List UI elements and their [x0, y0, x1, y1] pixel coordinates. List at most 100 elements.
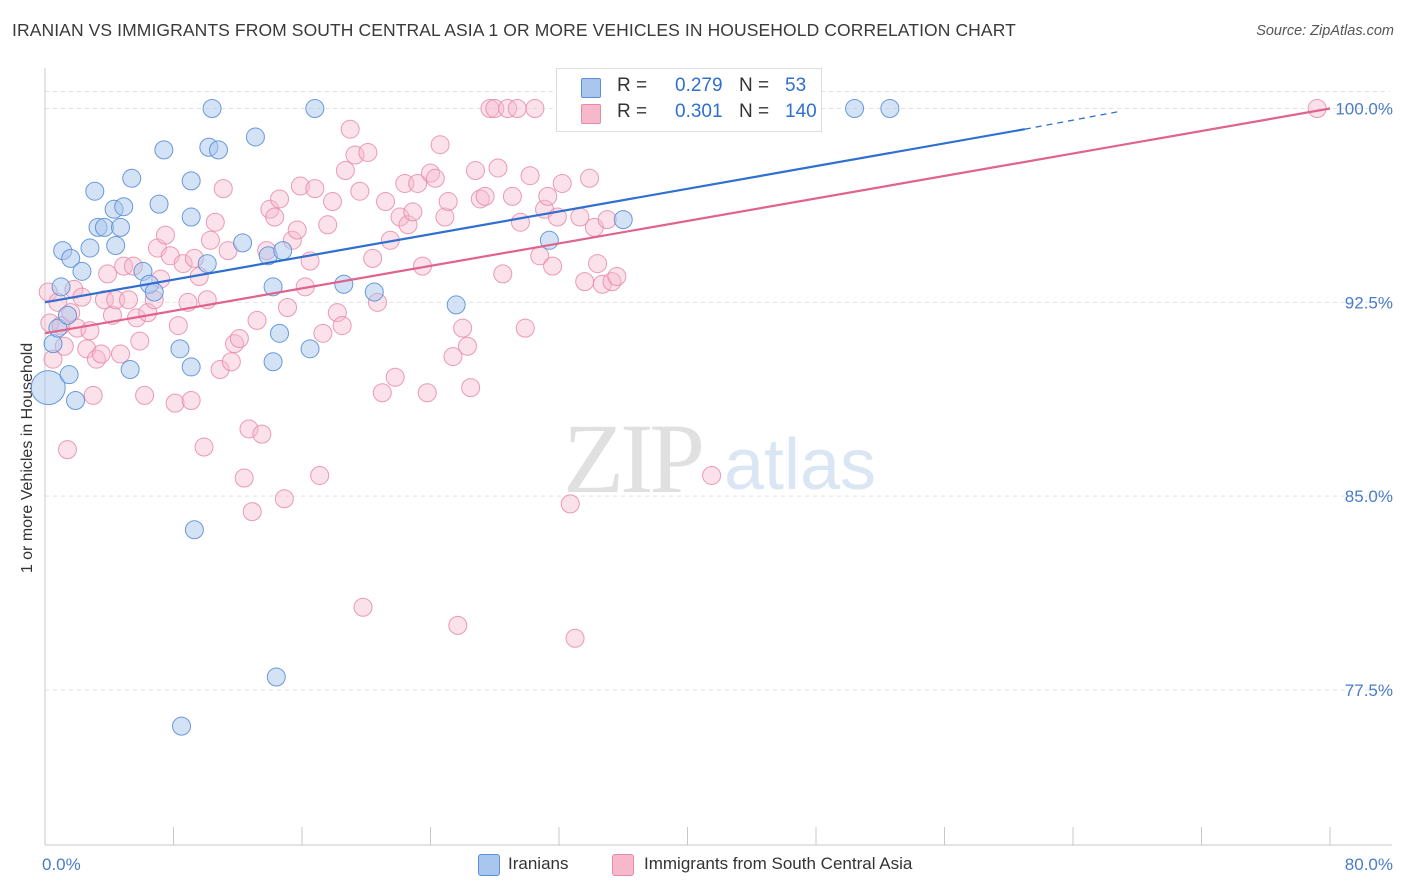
- data-point-immigrants: [205, 212, 225, 232]
- y-tick-label: 92.5%: [1345, 293, 1393, 312]
- data-point-iranians: [72, 261, 92, 281]
- data-point-immigrants: [135, 385, 155, 405]
- data-point-immigrants: [470, 189, 490, 209]
- legend-label-immigrants: Immigrants from South Central Asia: [644, 854, 913, 873]
- data-point-immigrants: [130, 331, 150, 351]
- data-point-immigrants: [515, 318, 535, 338]
- data-point-immigrants: [398, 215, 418, 235]
- legend-swatch-blue: [581, 78, 601, 98]
- data-point-iranians: [364, 282, 384, 302]
- data-point-immigrants: [221, 352, 241, 372]
- data-point-iranians: [66, 391, 86, 411]
- data-point-iranians: [181, 171, 201, 191]
- data-point-immigrants: [310, 465, 330, 485]
- data-point-iranians: [446, 295, 466, 315]
- data-point-immigrants: [98, 264, 118, 284]
- data-point-immigrants: [290, 176, 310, 196]
- data-point-iranians: [30, 370, 66, 406]
- trendline-iranians: [44, 128, 1026, 304]
- data-point-immigrants: [425, 168, 445, 188]
- data-point-iranians: [300, 339, 320, 359]
- data-point-iranians: [110, 217, 130, 237]
- data-point-immigrants: [510, 212, 530, 232]
- data-point-immigrants: [57, 440, 77, 460]
- data-point-immigrants: [448, 615, 468, 635]
- legend-n-label: N =: [739, 75, 770, 96]
- data-point-immigrants: [353, 597, 373, 617]
- legend-n-label: N =: [739, 101, 770, 122]
- data-point-immigrants: [597, 210, 617, 230]
- data-point-iranians: [181, 207, 201, 227]
- data-point-immigrants: [318, 215, 338, 235]
- y-tick-label: 100.0%: [1335, 100, 1393, 119]
- data-point-immigrants: [498, 99, 518, 119]
- data-point-immigrants: [287, 220, 307, 240]
- data-point-iranians: [208, 140, 228, 160]
- data-point-iranians: [61, 248, 81, 268]
- y-tick-label: 77.5%: [1345, 681, 1393, 700]
- data-point-immigrants: [438, 192, 458, 212]
- x-tick-label-min: 0.0%: [42, 855, 81, 874]
- data-point-immigrants: [239, 419, 259, 439]
- data-point-immigrants: [274, 489, 294, 509]
- data-point-iranians: [273, 241, 293, 261]
- data-point-immigrants: [565, 628, 585, 648]
- data-point-immigrants: [538, 186, 558, 206]
- axes: [44, 68, 1392, 846]
- trendline-iranians-extension: [1024, 110, 1122, 130]
- x-tick-label-max: 80.0%: [1345, 855, 1393, 874]
- data-point-iranians: [51, 277, 71, 297]
- data-point-immigrants: [83, 385, 103, 405]
- data-point-immigrants: [453, 318, 473, 338]
- legend-label-iranians: Iranians: [508, 854, 569, 873]
- pink-points: [38, 99, 1327, 648]
- data-point-iranians: [149, 194, 169, 214]
- data-point-immigrants: [443, 347, 463, 367]
- data-point-immigrants: [234, 468, 254, 488]
- data-point-immigrants: [323, 192, 343, 212]
- stats-legend: R = 0.279 N = 53 R = 0.301 N = 140: [556, 68, 822, 132]
- data-point-immigrants: [575, 272, 595, 292]
- legend-r-label: R =: [617, 101, 648, 122]
- data-point-immigrants: [114, 256, 134, 276]
- watermark-zip: ZIP: [563, 403, 701, 514]
- data-point-immigrants: [525, 99, 545, 119]
- data-point-iranians: [57, 305, 77, 325]
- data-point-immigrants: [457, 336, 477, 356]
- data-point-immigrants: [110, 344, 130, 364]
- data-point-immigrants: [155, 225, 175, 245]
- data-point-immigrants: [417, 383, 437, 403]
- data-point-iranians: [263, 277, 283, 297]
- data-point-immigrants: [91, 344, 111, 364]
- data-point-immigrants: [194, 437, 214, 457]
- data-point-iranians: [184, 520, 204, 540]
- data-point-immigrants: [493, 264, 513, 284]
- data-point-immigrants: [77, 339, 97, 359]
- data-point-iranians: [334, 274, 354, 294]
- data-point-iranians: [172, 716, 192, 736]
- data-point-immigrants: [340, 119, 360, 139]
- data-point-immigrants: [465, 161, 485, 181]
- data-point-iranians: [120, 360, 140, 380]
- data-point-immigrants: [403, 202, 423, 222]
- legend-swatch-iranians: [478, 854, 500, 876]
- grid-lines: [45, 91, 1390, 691]
- data-point-iranians: [880, 99, 900, 119]
- data-point-iranians: [245, 127, 265, 147]
- data-point-iranians: [114, 197, 134, 217]
- data-point-iranians: [170, 339, 190, 359]
- data-point-iranians: [94, 217, 114, 237]
- data-point-iranians: [181, 357, 201, 377]
- data-point-immigrants: [560, 494, 580, 514]
- data-point-iranians: [122, 168, 142, 188]
- data-point-immigrants: [461, 378, 481, 398]
- data-point-immigrants: [430, 135, 450, 155]
- data-point-immigrants: [350, 181, 370, 201]
- data-point-immigrants: [210, 360, 230, 380]
- data-point-immigrants: [247, 310, 267, 330]
- data-point-iranians: [305, 99, 325, 119]
- watermark-atlas: atlas: [724, 425, 876, 505]
- source-label: Source: ZipAtlas.com: [1256, 23, 1394, 39]
- data-point-immigrants: [363, 248, 383, 268]
